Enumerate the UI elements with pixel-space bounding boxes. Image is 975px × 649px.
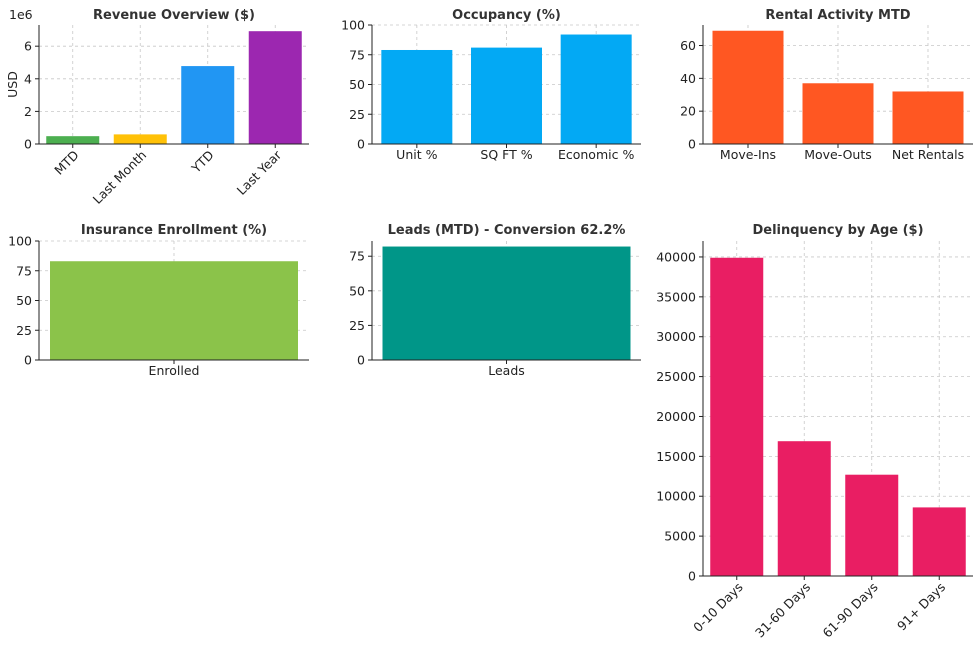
chart-insurance: 0 25 50 75 100 Enrolled Insurance Enrollment (… xyxy=(8,223,309,378)
y-tick-label: 25000 xyxy=(656,369,696,384)
y-tick-label: 5000 xyxy=(664,529,696,544)
bar-delinquency-2 xyxy=(845,474,899,576)
bar-revenue-1 xyxy=(113,134,167,144)
chart-title: Delinquency by Age ($) xyxy=(752,223,923,238)
y-tick-label: 60 xyxy=(680,38,696,53)
y-tick-label: 75 xyxy=(349,47,365,62)
bar-rental-1 xyxy=(802,83,874,144)
y-axis-label: USD xyxy=(5,71,20,98)
chart-occupancy: 0 25 50 75 100 Unit % SQ FT % Economic % Occupan… xyxy=(341,8,641,162)
bar-occupancy-1 xyxy=(471,47,542,144)
y-tick-label: 10000 xyxy=(656,489,696,504)
x-tick-label: Unit % xyxy=(396,147,437,162)
y-tick-label: 20 xyxy=(680,104,696,119)
x-tick-label: Last Month xyxy=(90,147,150,207)
x-tick-label: 31-60 Days xyxy=(752,579,813,640)
y-tick-label: 40000 xyxy=(656,249,696,264)
x-tick-label: Last Year xyxy=(234,147,285,198)
y-tick-label: 100 xyxy=(341,18,365,33)
x-tick-label: Move-Ins xyxy=(720,147,776,162)
bar-delinquency-1 xyxy=(777,441,831,576)
y-tick-label: 50 xyxy=(349,283,365,298)
y-tick-label: 25 xyxy=(349,107,365,122)
chart-title: Insurance Enrollment (%) xyxy=(81,223,267,238)
x-tick-label: SQ FT % xyxy=(480,147,532,162)
x-tick-label: 61-90 Days xyxy=(820,579,881,640)
y-tick-label: 75 xyxy=(16,263,32,278)
y-tick-label: 0 xyxy=(357,137,365,152)
bar-revenue-0 xyxy=(46,136,100,144)
axis-offset-label: 1e6 xyxy=(9,7,33,22)
bar-delinquency-0 xyxy=(710,257,764,576)
y-tick-label: 25 xyxy=(16,323,32,338)
y-tick-label: 35000 xyxy=(656,289,696,304)
chart-revenue: 0 2 4 6 MTD Last Month YTD Last Year Revenue Ove… xyxy=(5,7,309,207)
x-tick-label: YTD xyxy=(188,147,217,176)
bar-rental-2 xyxy=(892,91,964,144)
bar-revenue-2 xyxy=(181,66,235,144)
chart-delinquency: 0 5000 10000 15000 20000 25000 30000 35000 40000… xyxy=(656,223,973,641)
y-tick-label: 50 xyxy=(349,77,365,92)
y-tick-label: 2 xyxy=(24,104,32,119)
bar-revenue-3 xyxy=(248,31,302,145)
y-tick-label: 4 xyxy=(24,71,32,86)
x-tick-label: Net Rentals xyxy=(892,147,964,162)
bar-leads-0 xyxy=(382,246,631,360)
y-tick-label: 15000 xyxy=(656,449,696,464)
bar-occupancy-0 xyxy=(381,49,453,144)
x-tick-label: Economic % xyxy=(558,147,634,162)
y-tick-label: 0 xyxy=(357,353,365,368)
y-tick-label: 20000 xyxy=(656,409,696,424)
y-tick-label: 0 xyxy=(24,137,32,152)
y-tick-label: 30000 xyxy=(656,329,696,344)
x-tick-label: Move-Outs xyxy=(804,147,872,162)
y-tick-label: 6 xyxy=(24,39,32,54)
x-tick-label: 91+ Days xyxy=(894,579,948,633)
chart-title: Revenue Overview ($) xyxy=(93,8,255,23)
y-tick-label: 75 xyxy=(349,249,365,264)
bar-rental-0 xyxy=(712,30,784,144)
y-tick-label: 0 xyxy=(688,569,696,584)
y-tick-label: 0 xyxy=(688,137,696,152)
bar-delinquency-3 xyxy=(912,507,966,576)
x-tick-label: Leads xyxy=(488,363,525,378)
chart-leads: 0 25 50 75 Leads Leads (MTD) - Conversion 62.… xyxy=(349,223,641,378)
chart-rental: 0 20 40 60 Move-Ins Move-Outs Net Rentals Renta… xyxy=(680,8,973,162)
x-tick-label: MTD xyxy=(51,147,81,177)
y-tick-label: 25 xyxy=(349,318,365,333)
chart-title: Leads (MTD) - Conversion 62.2% xyxy=(388,223,626,238)
y-tick-label: 40 xyxy=(680,71,696,86)
chart-title: Occupancy (%) xyxy=(452,8,561,23)
y-tick-label: 50 xyxy=(16,293,32,308)
x-tick-label: 0-10 Days xyxy=(690,579,746,635)
chart-title: Rental Activity MTD xyxy=(765,8,910,23)
y-tick-label: 0 xyxy=(24,353,32,368)
bar-insurance-0 xyxy=(50,261,298,360)
bar-occupancy-2 xyxy=(560,34,632,144)
x-tick-label: Enrolled xyxy=(149,363,200,378)
y-tick-label: 100 xyxy=(8,234,32,249)
